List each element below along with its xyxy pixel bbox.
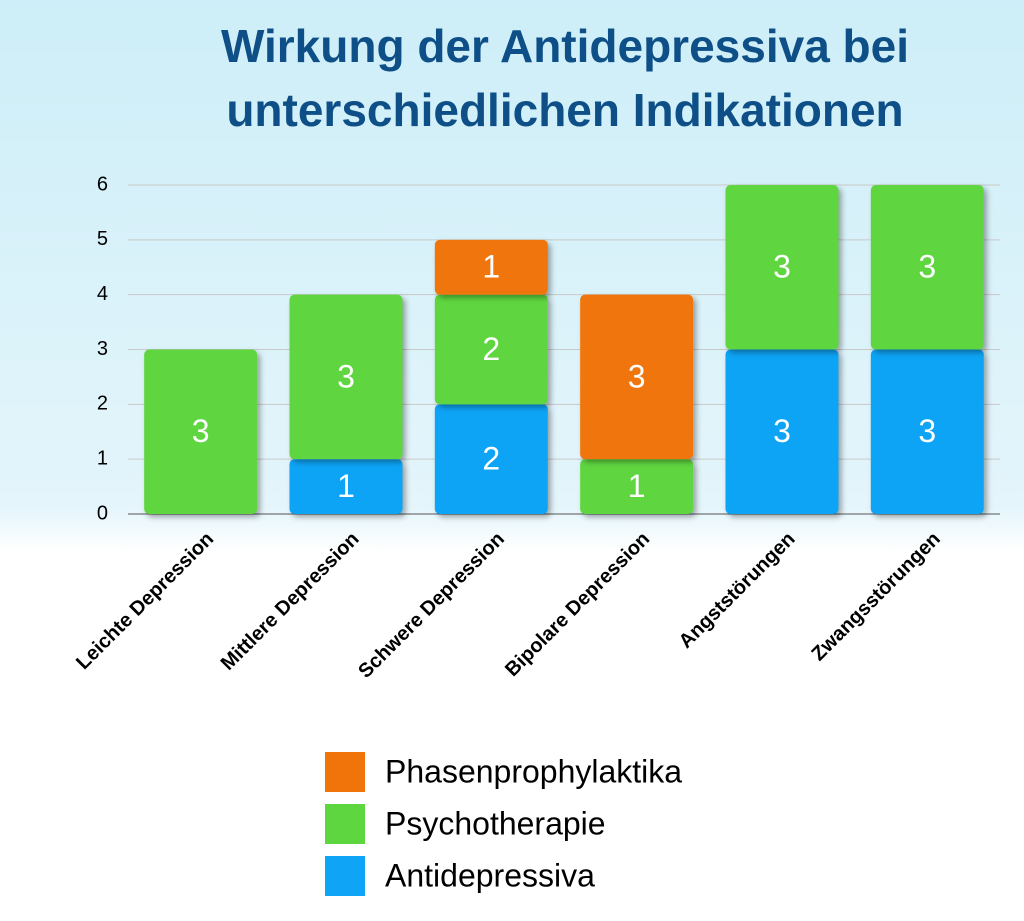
value-label: 2 (482, 331, 500, 367)
bar-segment (144, 349, 258, 514)
bar-segment (434, 239, 548, 295)
bar-segment (289, 459, 403, 514)
value-label: 3 (337, 358, 355, 394)
bar-segment (870, 185, 984, 350)
legend-swatch (325, 804, 365, 844)
bar-segment (434, 404, 548, 514)
bar-segment (580, 459, 694, 514)
value-label: 3 (773, 413, 791, 449)
bar-segment (725, 185, 839, 350)
bar-segment (434, 294, 548, 405)
legend-label: Phasenprophylaktika (385, 753, 682, 789)
value-label: 3 (918, 413, 936, 449)
value-label: 1 (482, 249, 500, 285)
bar-segment (870, 349, 984, 514)
bar-segment (725, 349, 839, 514)
y-tick-label: 6 (97, 173, 108, 195)
value-label: 2 (482, 441, 500, 477)
value-label: 3 (628, 358, 646, 394)
legend-label: Antidepressiva (385, 857, 595, 893)
y-tick-label: 4 (97, 283, 108, 305)
y-tick-label: 3 (97, 338, 108, 360)
legend-swatch (325, 856, 365, 896)
y-tick-label: 5 (97, 228, 108, 250)
value-label: 1 (628, 468, 646, 504)
bar-segment (289, 294, 403, 460)
y-tick-label: 1 (97, 447, 108, 469)
legend-swatch (325, 752, 365, 792)
bar-segment (580, 294, 694, 460)
value-label: 3 (773, 249, 791, 285)
chart-title: Wirkung der Antidepressiva bei unterschie… (221, 20, 909, 136)
y-tick-label: 2 (97, 393, 108, 415)
value-label: 3 (192, 413, 210, 449)
legend-label: Psychotherapie (385, 805, 606, 841)
y-tick-label: 0 (97, 502, 108, 524)
value-label: 1 (337, 468, 355, 504)
value-label: 3 (918, 249, 936, 285)
